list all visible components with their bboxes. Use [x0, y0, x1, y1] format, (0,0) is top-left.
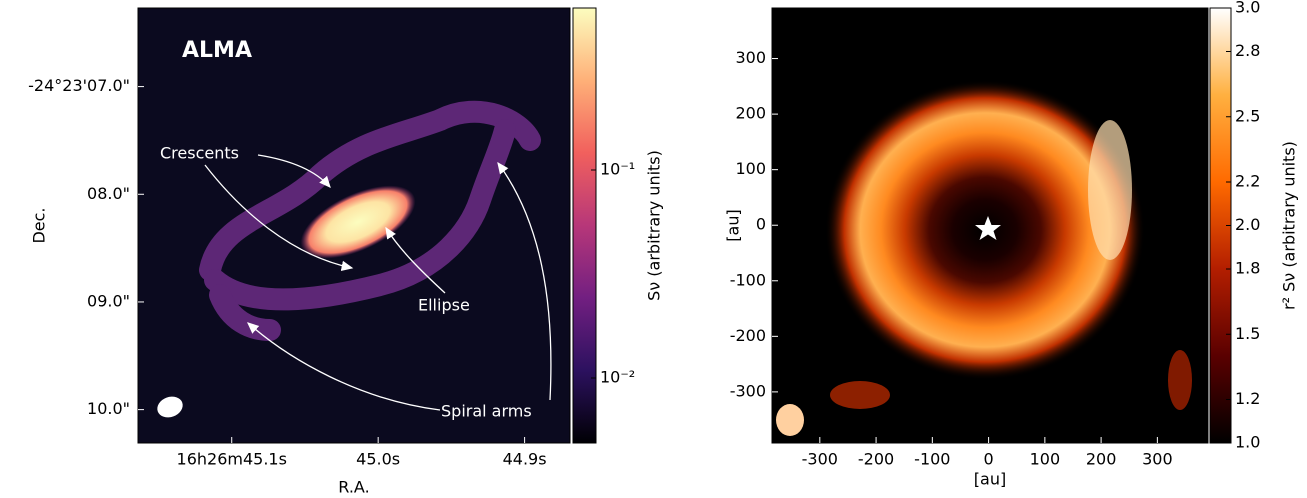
x-tick-label: 0 — [983, 450, 993, 469]
colorbar-tick-label: 2.0 — [1235, 215, 1260, 234]
y-tick-label: -200 — [730, 326, 766, 345]
x-axis-label: R.A. — [338, 478, 369, 497]
x-axis-label: [au] — [974, 470, 1006, 489]
colorbar-tick-label: 1.8 — [1235, 259, 1260, 278]
figure: ALMA Crescents Ellipse Spiral arms 16h26… — [0, 0, 1307, 498]
x-tick-label: 44.9s — [503, 450, 547, 469]
colorbar-tick-label: 2.2 — [1235, 172, 1260, 191]
colorbar-tick-label: 10⁻¹ — [600, 160, 635, 179]
y-tick-label: 08.0" — [87, 184, 130, 203]
y-tick-label: 0 — [756, 215, 766, 234]
colorbar-tick-label: 2.8 — [1235, 41, 1260, 60]
x-tick-label: 300 — [1142, 450, 1173, 469]
y-tick-label: -300 — [730, 381, 766, 400]
colorbar-tick-label: 1.0 — [1235, 433, 1260, 452]
annotation: ALMA — [182, 38, 252, 63]
x-tick-label: 200 — [1086, 450, 1117, 469]
y-tick-label: 09.0" — [87, 291, 130, 310]
annotation: Spiral arms — [441, 402, 532, 421]
y-axis-label: [au] — [724, 209, 743, 241]
y-tick-label: 200 — [735, 104, 766, 123]
x-tick-label: -200 — [858, 450, 894, 469]
y-axis-label: Dec. — [30, 207, 49, 243]
model-image — [772, 8, 1208, 443]
y-tick-label: -100 — [730, 270, 766, 289]
x-tick-label: -300 — [802, 450, 838, 469]
x-tick-label: 100 — [1030, 450, 1061, 469]
y-tick-label: -24°23'07.0" — [28, 76, 130, 95]
x-tick-label: -100 — [914, 450, 950, 469]
x-tick-label: 16h26m45.1s — [177, 450, 287, 469]
colorbar-tick-label: 10⁻² — [600, 368, 635, 387]
annotation: Ellipse — [418, 296, 470, 315]
colorbar-label: r² Sν (arbitrary units) — [1280, 141, 1299, 310]
colorbar-tick-label: 1.2 — [1235, 389, 1260, 408]
colorbar-tick-label: 2.5 — [1235, 106, 1260, 125]
y-tick-label: 10.0" — [87, 399, 130, 418]
y-tick-label: 100 — [735, 159, 766, 178]
colorbar-label: Sν (arbitrary units) — [645, 150, 664, 301]
annotation: Crescents — [160, 144, 239, 163]
y-tick-label: 300 — [735, 48, 766, 67]
alma-image — [138, 8, 570, 443]
colorbar-tick-label: 1.5 — [1235, 324, 1260, 343]
x-tick-label: 45.0s — [356, 450, 400, 469]
colorbar-tick-label: 3.0 — [1235, 0, 1260, 17]
